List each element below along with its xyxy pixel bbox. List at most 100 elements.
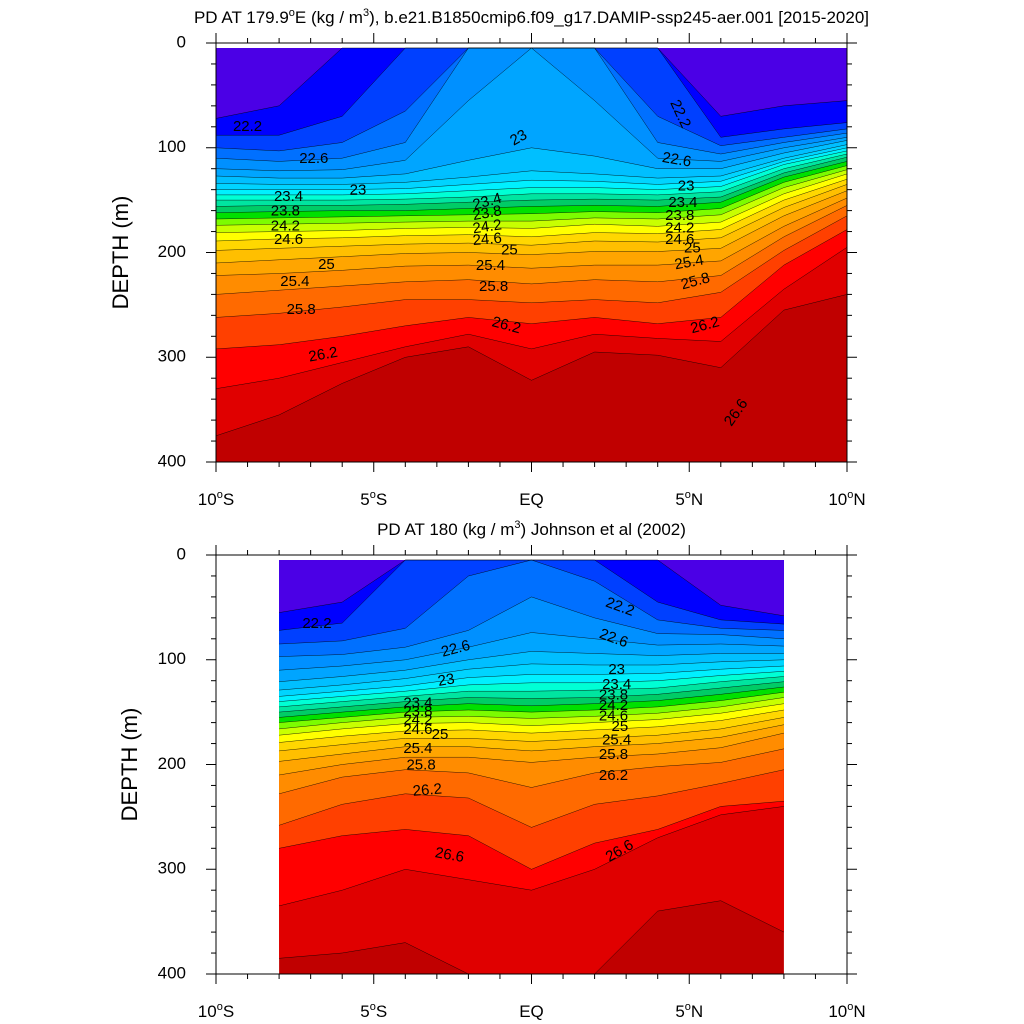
contour-line-22 xyxy=(279,559,784,617)
contour-line-25 xyxy=(279,709,784,743)
contour-label: 26.2 xyxy=(689,313,722,337)
contour-label: 22.2 xyxy=(233,118,262,135)
y-tick-label: 400 xyxy=(158,451,186,470)
contour-line-23.6 xyxy=(216,150,848,196)
contour-line-24.6 xyxy=(279,697,784,730)
contour-line-26.2 xyxy=(215,229,848,350)
contour-label: 24.6 xyxy=(665,231,694,248)
contour-label: 22.2 xyxy=(302,615,331,632)
contour-line-25.8 xyxy=(215,205,848,295)
contour-line-25.4 xyxy=(279,724,784,762)
contour-line-24.8 xyxy=(215,173,848,233)
x-tick-label: 10oS xyxy=(198,1001,234,1021)
contour-line-24.4 xyxy=(215,165,848,220)
contour-label: 23.4 xyxy=(602,676,631,693)
contour-label: 25 xyxy=(611,718,628,735)
contour-label: 25.8 xyxy=(679,269,712,293)
contour-line-24.6 xyxy=(215,169,848,226)
y-tick-label: 200 xyxy=(158,754,186,773)
contour-line-26 xyxy=(279,769,784,828)
y-axis-label: DEPTH (m) xyxy=(117,708,142,822)
contour-label: 25 xyxy=(318,256,335,273)
contour-label: 23.8 xyxy=(471,202,503,224)
y-tick-label: 100 xyxy=(158,137,186,156)
contour-label: 25.4 xyxy=(280,273,309,290)
contour-label: 24.6 xyxy=(599,707,628,724)
contour-line-24.2 xyxy=(215,161,848,213)
contour-line-25.6 xyxy=(215,197,848,276)
contour-line-25.8 xyxy=(279,748,784,795)
contour-label: 26.2 xyxy=(307,344,339,366)
contour-label: 25.8 xyxy=(479,278,508,295)
contour-line-24.8 xyxy=(279,703,784,736)
contour-label: 25.8 xyxy=(406,757,435,774)
y-tick-label: 400 xyxy=(158,963,186,982)
contour-line-26 xyxy=(215,215,848,318)
contour-line-23.8 xyxy=(216,153,848,201)
x-tick-label: 10oN xyxy=(828,489,865,509)
contour-label: 24.6 xyxy=(472,230,503,249)
contour-line-24 xyxy=(279,681,784,713)
contour-band-22 xyxy=(216,48,847,119)
contour-label: 26.2 xyxy=(599,767,628,784)
contour-line-26.4 xyxy=(279,806,784,907)
contour-label: 25.4 xyxy=(602,731,631,748)
contour-band-22 xyxy=(279,560,784,616)
contour-label: 24.6 xyxy=(274,231,303,248)
contour-label: 22.6 xyxy=(661,149,693,171)
x-tick-label: 5oS xyxy=(360,489,387,509)
contour-label: 23 xyxy=(608,661,625,678)
contour-line-23.2 xyxy=(215,144,848,185)
contour-label: 26.6 xyxy=(434,844,466,866)
contour-line-23.2 xyxy=(279,659,784,691)
contour-label: 23 xyxy=(437,670,456,690)
contour-label: 23.4 xyxy=(471,190,504,214)
y-tick-label: 100 xyxy=(158,649,186,668)
y-tick-label: 0 xyxy=(177,32,186,51)
contour-line-25.2 xyxy=(279,717,784,752)
contour-label: 25.8 xyxy=(599,746,628,763)
contour-label: 22.6 xyxy=(299,150,328,167)
contour-band-22.2 xyxy=(279,560,784,631)
contour-line-23 xyxy=(215,140,848,179)
contour-line-24.4 xyxy=(279,691,784,723)
contour-line-22.6 xyxy=(279,596,784,657)
x-tick-label: 10oS xyxy=(198,489,234,509)
contour-label: 26.2 xyxy=(490,313,523,337)
contour-label: 23.8 xyxy=(271,203,300,220)
x-tick-label: 5oN xyxy=(675,489,703,509)
contour-label: 23.4 xyxy=(668,194,697,211)
x-tick-label: 10oN xyxy=(828,1001,865,1021)
contour-line-26.6 xyxy=(215,294,848,437)
y-tick-label: 200 xyxy=(158,242,186,261)
contour-line-25.4 xyxy=(215,190,848,264)
chart-title: PD AT 179.9oE (kg / m3), b.e21.B1850cmip… xyxy=(194,7,869,27)
y-tick-label: 300 xyxy=(158,347,186,366)
x-tick-label: 5oN xyxy=(675,1001,703,1021)
contour-label: 23.4 xyxy=(403,695,432,712)
contour-label: 25.4 xyxy=(476,257,505,274)
contour-line-23.4 xyxy=(279,665,784,697)
chart-title: PD AT 180 (kg / m3) Johnson et al (2002) xyxy=(377,519,686,539)
contour-label: 23.8 xyxy=(599,686,628,703)
contour-line-24 xyxy=(215,156,848,207)
chart-panel-1: 22.222.62323.423.824.224.62525.425.826.2… xyxy=(108,7,869,509)
contour-label: 25 xyxy=(432,726,449,743)
contour-line-25.2 xyxy=(215,184,848,251)
y-tick-label: 300 xyxy=(158,859,186,878)
contour-label: 23 xyxy=(507,126,530,149)
contour-label: 25.8 xyxy=(287,301,316,318)
contour-label: 23 xyxy=(678,177,695,194)
contour-label: 23.8 xyxy=(665,207,694,224)
y-tick-label: 0 xyxy=(177,544,186,563)
y-axis-label: DEPTH (m) xyxy=(108,196,133,310)
contour-label: 24.2 xyxy=(403,711,432,728)
contour-line-23.8 xyxy=(279,676,784,708)
contour-label: 24.2 xyxy=(599,697,628,714)
contour-label: 24.2 xyxy=(665,219,694,236)
contour-label: 26.2 xyxy=(412,780,443,799)
contour-label: 24.6 xyxy=(403,721,432,738)
contour-line-22 xyxy=(215,47,848,119)
contour-line-22.8 xyxy=(279,632,784,671)
